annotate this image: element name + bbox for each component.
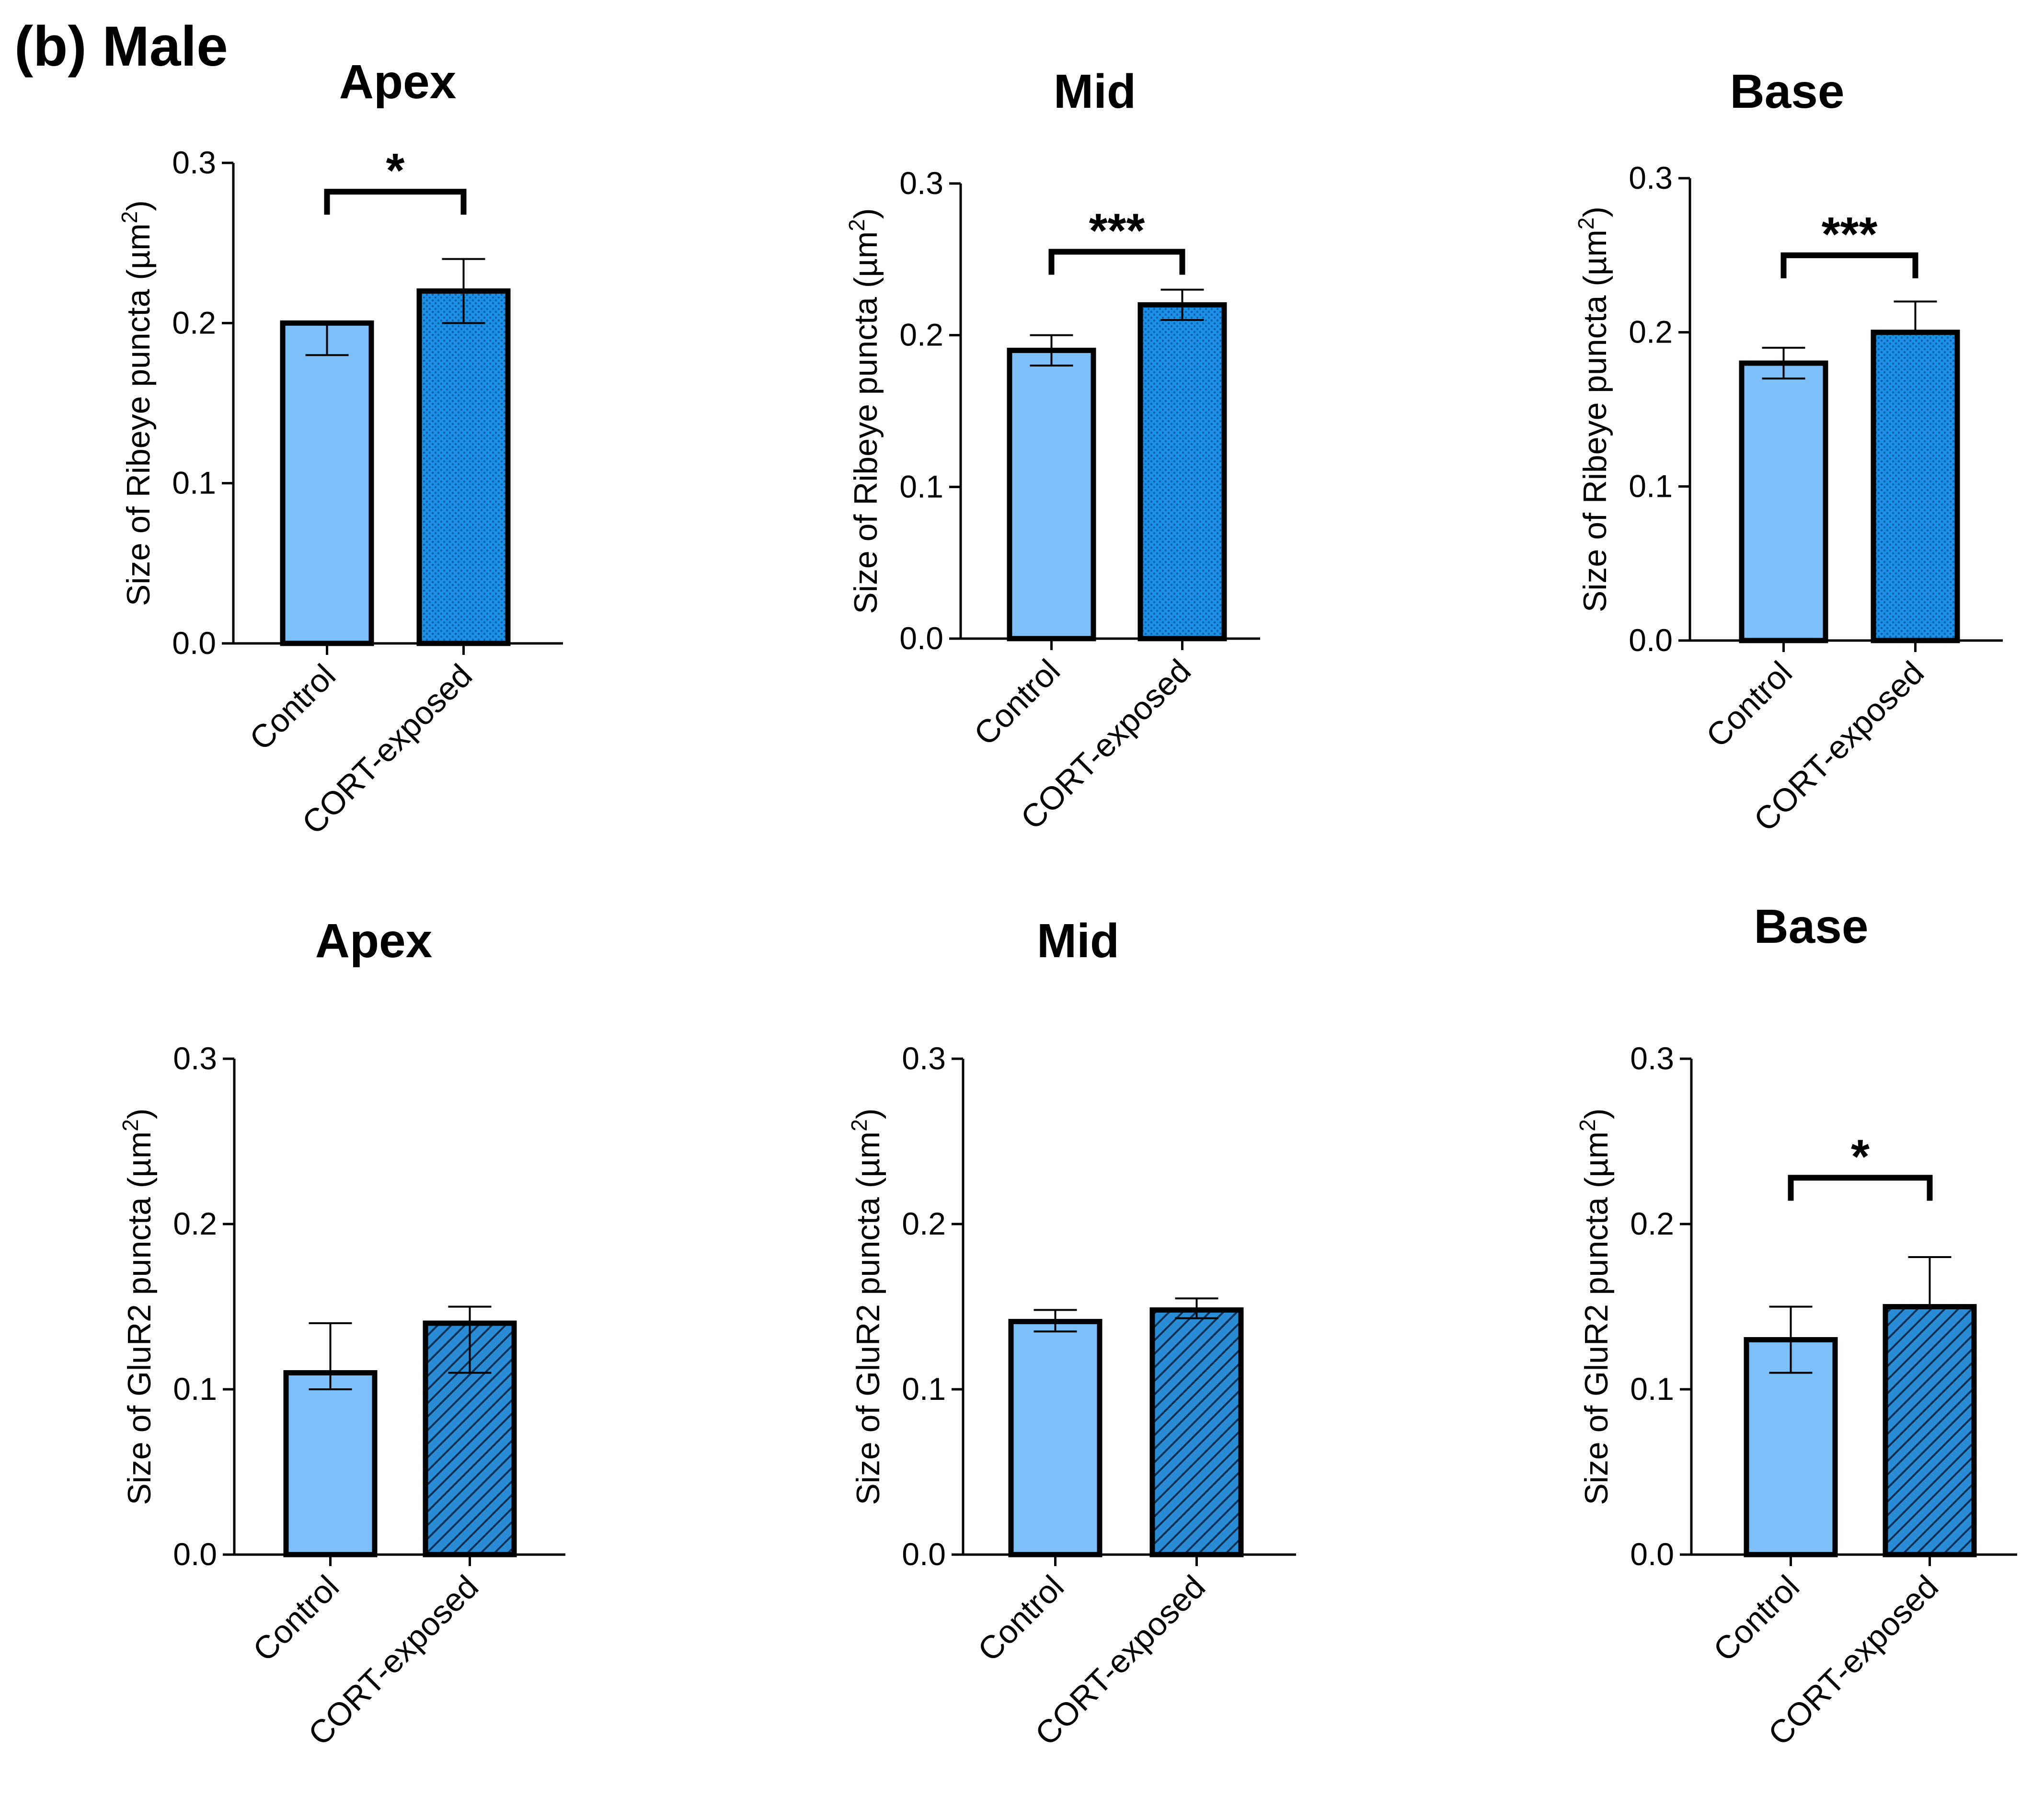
chart-1: Apex 0.0 0.1 0.2 0.3 Size of Ribeye puncta (µ… <box>117 55 563 841</box>
significance-label: *** <box>1089 204 1145 258</box>
panel-label: (b) Male <box>14 15 228 78</box>
bar-control <box>1739 360 1828 643</box>
chart-6: Base 0.0 0.1 0.2 0.3 Size of GluR2 puncta (µm… <box>1575 900 2017 1752</box>
y-tick-label: 0.3 <box>173 1041 217 1076</box>
bar-control <box>283 1370 378 1557</box>
chart-4: Apex 0.0 0.1 0.2 0.3 Size of GluR2 puncta (µm… <box>118 914 565 1752</box>
y-tick-label: 0.2 <box>899 317 943 353</box>
y-tick-label: 0.3 <box>902 1041 946 1076</box>
y-tick-label: 0.3 <box>1629 160 1673 195</box>
bar-control <box>280 320 374 646</box>
chart-title: Apex <box>315 914 433 968</box>
chart-title: Mid <box>1037 914 1119 968</box>
y-tick-label: 0.2 <box>172 305 216 340</box>
significance-bracket <box>1788 1175 1933 1201</box>
significance-bracket <box>1048 249 1185 275</box>
bar-cort-exposed <box>1871 330 1960 643</box>
bar-cort-exposed <box>416 288 511 646</box>
y-tick-label: 0.0 <box>173 1536 217 1572</box>
y-tick-label: 0.1 <box>1629 468 1673 504</box>
y-tick-label: 0.2 <box>1630 1206 1674 1241</box>
chart-5: Mid 0.0 0.1 0.2 0.3 Size of GluR2 puncta (µm2… <box>847 914 1296 1752</box>
bar-control <box>1008 1319 1102 1557</box>
y-tick-label: 0.0 <box>902 1536 946 1572</box>
chart-title: Apex <box>339 55 457 109</box>
x-tick-label: Control <box>971 1568 1071 1669</box>
y-axis-label: Size of GluR2 puncta (µm2) <box>1575 1108 1615 1505</box>
y-tick-label: 0.1 <box>1630 1371 1674 1407</box>
significance-bracket <box>324 189 467 215</box>
y-axis-label: Size of GluR2 puncta (µm2) <box>847 1108 886 1505</box>
y-axis-label: Size of Ribeye puncta (µm2) <box>117 200 157 606</box>
chart-title: Mid <box>1054 65 1136 118</box>
y-tick-label: 0.2 <box>902 1206 946 1241</box>
chart-title: Base <box>1754 900 1868 953</box>
significance-label: *** <box>1822 207 1878 261</box>
bar-control <box>1007 347 1096 641</box>
y-tick-label: 0.3 <box>899 165 943 201</box>
chart-2: Mid 0.0 0.1 0.2 0.3 Size of Ribeye puncta (µm… <box>844 65 1260 836</box>
y-tick-label: 0.1 <box>902 1371 946 1407</box>
x-tick-label: Control <box>967 652 1067 753</box>
chart-3: Base 0.0 0.1 0.2 0.3 Size of Ribeye puncta (µ… <box>1573 65 2003 838</box>
significance-bracket <box>1780 252 1918 278</box>
x-tick-label: Control <box>246 1568 346 1669</box>
x-tick-label: Control <box>1706 1568 1806 1669</box>
y-tick-label: 0.0 <box>1630 1536 1674 1572</box>
significance-label: * <box>386 144 405 197</box>
y-tick-label: 0.3 <box>172 145 216 180</box>
bar-cort-exposed <box>1883 1304 1977 1557</box>
y-tick-label: 0.3 <box>1630 1041 1674 1076</box>
y-tick-label: 0.1 <box>172 465 216 501</box>
y-tick-label: 0.2 <box>173 1206 217 1241</box>
y-axis-label: Size of GluR2 puncta (µm2) <box>118 1108 158 1505</box>
y-tick-label: 0.0 <box>1629 622 1673 658</box>
y-tick-label: 0.0 <box>899 620 943 656</box>
chart-title: Base <box>1730 65 1844 118</box>
significance-label: * <box>1851 1130 1870 1183</box>
y-tick-label: 0.1 <box>899 469 943 504</box>
bar-cort-exposed <box>1137 302 1227 641</box>
y-tick-label: 0.1 <box>173 1371 217 1407</box>
x-tick-label: Control <box>1699 654 1799 755</box>
y-axis-label: Size of Ribeye puncta (µm2) <box>1573 206 1613 612</box>
y-tick-label: 0.2 <box>1629 314 1673 350</box>
x-tick-label: Control <box>242 657 343 757</box>
y-tick-label: 0.0 <box>172 625 216 661</box>
y-axis-label: Size of Ribeye puncta (µm2) <box>844 208 884 614</box>
bar-cort-exposed <box>1149 1307 1244 1557</box>
